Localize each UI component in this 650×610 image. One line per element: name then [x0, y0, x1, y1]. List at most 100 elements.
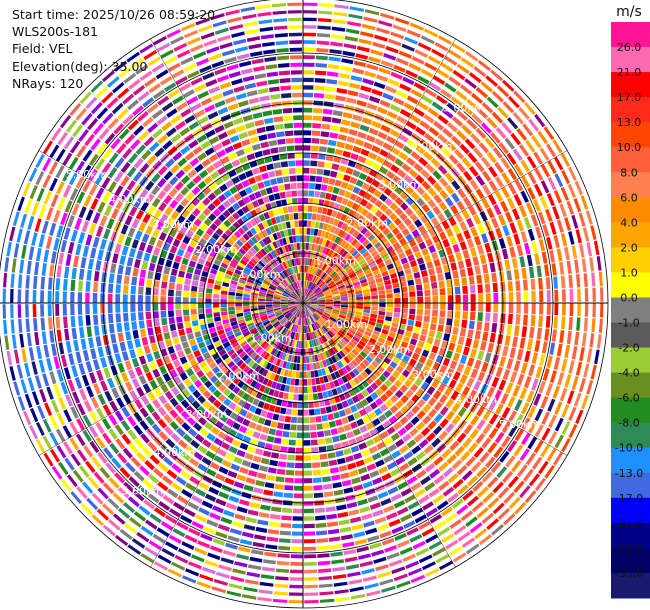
range-gate	[166, 488, 179, 499]
range-gate	[115, 198, 125, 210]
range-gate	[292, 107, 303, 113]
range-gate	[318, 146, 327, 153]
range-gate	[409, 114, 421, 124]
range-gate	[344, 364, 352, 373]
range-gate	[266, 163, 274, 171]
range-gate	[129, 349, 137, 359]
range-gate	[6, 241, 12, 257]
range-gate	[249, 502, 261, 509]
range-gate	[452, 371, 461, 381]
range-gate	[340, 181, 349, 189]
range-gate	[365, 272, 373, 279]
range-gate	[307, 290, 313, 298]
range-gate	[316, 545, 329, 551]
range-gate	[399, 462, 410, 472]
range-gate	[231, 276, 239, 282]
range-gate	[290, 307, 298, 313]
range-gate	[374, 219, 383, 228]
range-gate	[269, 242, 276, 251]
range-gate	[196, 134, 207, 144]
range-gate	[224, 326, 232, 333]
range-gate	[267, 132, 277, 139]
range-gate	[309, 306, 317, 310]
range-gate	[219, 414, 229, 423]
range-gate	[210, 171, 220, 180]
range-gate	[308, 292, 315, 299]
range-gate	[267, 287, 276, 293]
range-gate	[360, 148, 370, 157]
range-gate	[363, 456, 374, 464]
range-gate	[292, 363, 297, 371]
range-gate	[145, 287, 152, 295]
range-gate	[336, 87, 348, 94]
range-gate	[436, 443, 447, 454]
range-gate	[481, 396, 491, 408]
range-gate	[387, 486, 399, 495]
range-gate	[233, 376, 241, 385]
range-gate	[353, 60, 367, 68]
range-gate	[325, 322, 333, 328]
range-gate	[41, 331, 47, 345]
range-gate	[446, 318, 453, 326]
range-gate	[423, 315, 430, 323]
range-gate	[303, 288, 305, 296]
colorbar-swatch	[611, 172, 650, 198]
range-gate	[352, 169, 361, 178]
range-gate	[277, 286, 284, 292]
range-gate	[144, 460, 155, 471]
range-gate	[164, 206, 174, 216]
range-gate	[76, 486, 88, 499]
range-gate	[468, 165, 479, 177]
range-gate	[33, 318, 38, 332]
range-gate	[444, 55, 458, 66]
range-gate	[179, 372, 188, 381]
range-gate	[62, 168, 72, 182]
range-gate	[187, 213, 196, 223]
range-gate	[326, 185, 334, 193]
range-gate	[412, 367, 421, 377]
range-gate	[266, 274, 274, 281]
range-gate	[428, 352, 437, 361]
range-gate	[214, 67, 227, 76]
range-gate	[278, 264, 284, 271]
range-gate	[326, 208, 333, 216]
range-gate	[335, 419, 343, 427]
range-gate	[49, 144, 60, 159]
range-gate	[229, 317, 237, 323]
range-gate	[352, 281, 361, 287]
range-gate	[331, 388, 338, 396]
range-gate	[328, 330, 335, 337]
range-gate	[175, 309, 182, 317]
range-gate	[364, 192, 373, 201]
range-gate	[332, 110, 343, 117]
range-gate	[414, 346, 423, 355]
range-gate	[167, 296, 174, 303]
range-gate	[107, 181, 117, 193]
range-gate	[365, 376, 374, 385]
range-gate	[309, 295, 317, 300]
range-gate	[259, 581, 274, 587]
range-gate	[142, 479, 155, 490]
range-gate	[134, 230, 143, 241]
range-gate	[405, 185, 415, 195]
range-gate	[304, 318, 307, 326]
range-gate	[280, 300, 288, 303]
range-gate	[343, 448, 352, 456]
range-gate	[224, 435, 234, 444]
range-gate	[315, 183, 322, 190]
range-gate	[186, 96, 199, 105]
range-gate	[404, 268, 412, 275]
range-gate	[323, 375, 329, 383]
range-gate	[268, 314, 276, 319]
range-gate	[215, 531, 228, 539]
range-gate	[260, 287, 268, 292]
range-gate	[590, 225, 597, 240]
range-gate	[241, 531, 254, 539]
range-gate	[315, 268, 320, 276]
range-gate	[416, 284, 423, 291]
cross-hair-axes	[0, 0, 608, 608]
range-gate	[278, 325, 284, 333]
range-gate	[338, 188, 346, 197]
range-gate	[136, 451, 147, 463]
range-gate	[464, 138, 476, 150]
